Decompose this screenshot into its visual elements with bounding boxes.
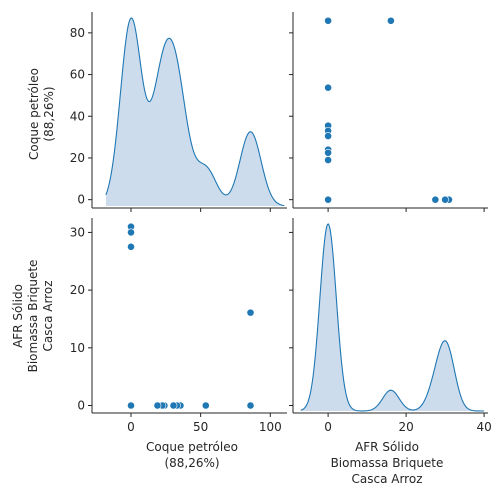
y-axis-title-var0-line2: (88,26%) bbox=[42, 86, 56, 141]
kde-line bbox=[105, 17, 285, 207]
y-axis-title-var0-line1: Coque petróleo bbox=[27, 68, 41, 160]
scatter-point bbox=[127, 228, 135, 237]
x-axis-title-var1-line1: AFR Sólido bbox=[355, 440, 419, 454]
scatter-point bbox=[127, 242, 135, 251]
scatter-point bbox=[431, 195, 440, 204]
x-axis-title-var0-line2: (88,26%) bbox=[164, 456, 219, 470]
scatter-point bbox=[246, 308, 255, 317]
y-tick-label: 20 bbox=[70, 151, 85, 165]
y-axis-title-var1-line3: Casca Arroz bbox=[41, 281, 55, 352]
scatter-point bbox=[324, 195, 332, 204]
scatter-point bbox=[201, 401, 210, 410]
y-axis-title-var1-line1: AFR Sólido bbox=[11, 284, 25, 348]
scatter-point bbox=[169, 401, 178, 410]
y-tick-label: 60 bbox=[70, 68, 85, 82]
y-tick-label: 10 bbox=[70, 341, 85, 355]
panel-top-right bbox=[289, 12, 488, 212]
y-axis-title-var1-line2: Biomassa Briquete bbox=[26, 260, 40, 373]
scatter-point bbox=[324, 83, 332, 92]
x-tick-label: 0 bbox=[127, 420, 135, 434]
x-tick-label: 50 bbox=[193, 420, 208, 434]
x-axis-title-var0-line1: Coque petróleo bbox=[146, 440, 238, 454]
x-tick-label: 20 bbox=[398, 420, 413, 434]
scatter-point bbox=[153, 401, 162, 410]
x-tick-label: 100 bbox=[259, 420, 282, 434]
scatter-point bbox=[324, 16, 332, 25]
kde-line bbox=[300, 223, 485, 412]
y-tick-label: 80 bbox=[70, 26, 85, 40]
x-tick-label: 40 bbox=[476, 420, 491, 434]
scatter-point bbox=[246, 401, 255, 410]
y-tick-label: 30 bbox=[70, 225, 85, 239]
scatter-point bbox=[324, 132, 332, 140]
scatter-point bbox=[386, 16, 395, 25]
scatter-point bbox=[127, 401, 135, 410]
scatter-point bbox=[324, 148, 332, 157]
panel-top-left: 0 20 40 60 80 bbox=[70, 12, 287, 212]
y-tick-label: 0 bbox=[77, 193, 85, 207]
x-axis-title-var1-line3: Casca Arroz bbox=[352, 472, 423, 486]
x-tick-label: 0 bbox=[324, 420, 332, 434]
kde-area bbox=[300, 224, 485, 411]
scatter-point bbox=[441, 195, 449, 204]
y-tick-label: 20 bbox=[70, 283, 85, 297]
panel-bottom-right: 0 20 40 bbox=[289, 218, 492, 434]
x-axis-title-var1-line2: Biomassa Briquete bbox=[331, 456, 444, 470]
kde-area bbox=[105, 18, 285, 206]
scatter-point bbox=[324, 156, 332, 164]
y-tick-label: 0 bbox=[77, 399, 85, 413]
y-tick-label: 40 bbox=[70, 109, 85, 123]
panel-bottom-left: 0 50 100 0 10 20 30 bbox=[70, 218, 287, 434]
